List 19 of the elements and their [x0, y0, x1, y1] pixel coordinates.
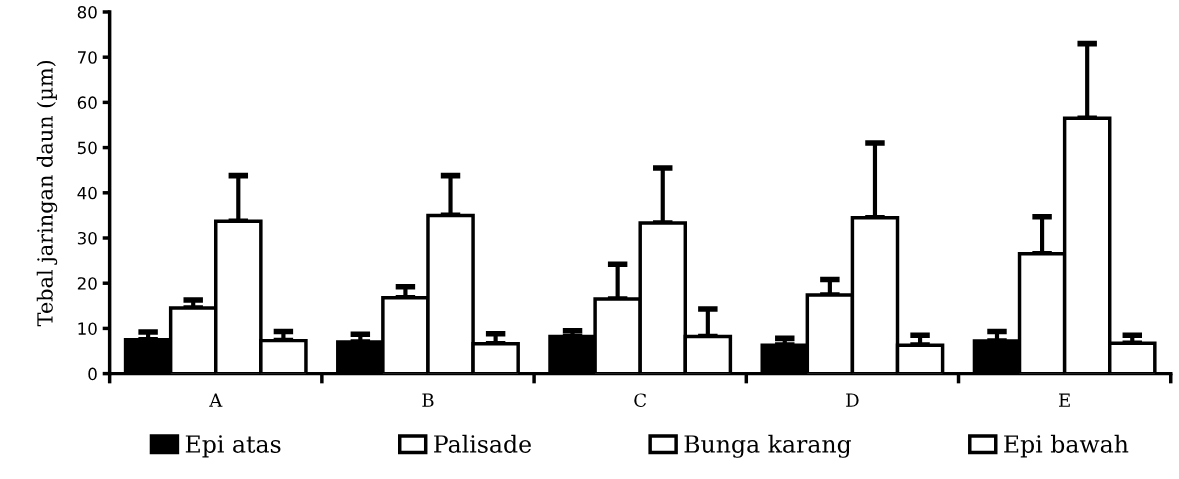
- y-tick-label: 30: [77, 231, 97, 245]
- x-tick-label: A: [209, 393, 223, 407]
- y-tick-label: 70: [78, 51, 97, 64]
- y-tick-label: 40: [77, 186, 97, 200]
- legend-label: Epi bawah: [1004, 434, 1129, 458]
- y-tick-label: 80: [77, 5, 97, 19]
- y-tick-label: 10: [78, 322, 97, 335]
- y-tick-label: 20: [77, 277, 97, 290]
- x-tick-label: D: [846, 393, 859, 407]
- legend-label: Epi atas: [185, 435, 281, 458]
- x-tick-label: B: [422, 393, 434, 407]
- y-tick-label: 60: [77, 96, 97, 109]
- x-tick-label: C: [634, 393, 647, 408]
- legend-label: Palisade: [434, 434, 531, 453]
- y-tick-label: 50: [77, 141, 97, 155]
- y-axis-title: Tebal jaringan daun (µm): [36, 60, 58, 327]
- legend-label: Bunga karang: [684, 434, 852, 458]
- y-tick-label: 0: [88, 367, 97, 381]
- x-tick-label: E: [1059, 393, 1070, 407]
